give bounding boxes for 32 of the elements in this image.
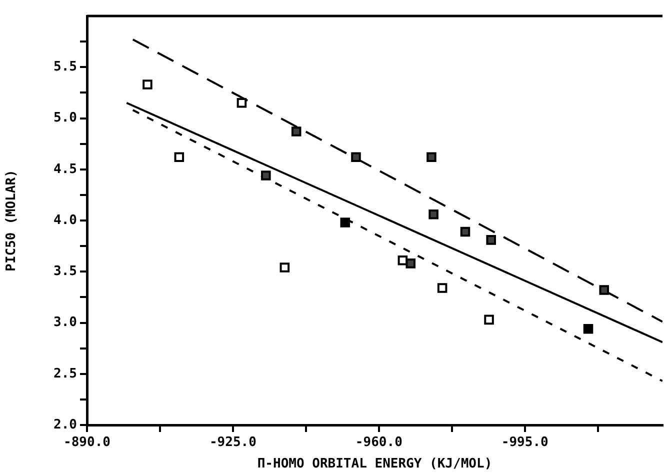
- y-tick-label: 2.0: [54, 417, 78, 432]
- x-tick-label: -995.0: [501, 435, 549, 450]
- point: [291, 126, 302, 136]
- x-tick-label: -890.0: [64, 435, 111, 450]
- y-tick-label: 3.5: [54, 264, 77, 279]
- point: [426, 152, 436, 162]
- point: [351, 152, 361, 162]
- point: [486, 235, 496, 245]
- point: [142, 80, 152, 90]
- point: [599, 285, 610, 295]
- y-tick-label: 5.5: [54, 60, 77, 74]
- point: [406, 258, 416, 268]
- point: [174, 152, 184, 162]
- point: [484, 314, 494, 325]
- y-tick-label: 4.5: [54, 162, 77, 177]
- point: [460, 226, 470, 237]
- y-tick-label: 2.5: [54, 366, 77, 382]
- point: [428, 209, 438, 220]
- x-tick-label: -925.0: [209, 435, 257, 450]
- y-tick-label: 3.0: [54, 315, 78, 330]
- point: [236, 98, 247, 108]
- point: [340, 218, 350, 228]
- point: [398, 255, 408, 266]
- point: [437, 283, 448, 293]
- y-tick-label: 5.0: [54, 110, 78, 126]
- y-tick-label: 4.0: [54, 212, 78, 228]
- x-tick-label: -960.0: [355, 435, 403, 450]
- point: [583, 324, 594, 334]
- point: [280, 262, 290, 272]
- y-axis-title: PIC50 (MOLAR): [4, 170, 20, 272]
- x-axis-title: Π-HOMO ORBITAL ENERGY (KJ/MOL): [257, 456, 492, 472]
- point: [261, 170, 271, 180]
